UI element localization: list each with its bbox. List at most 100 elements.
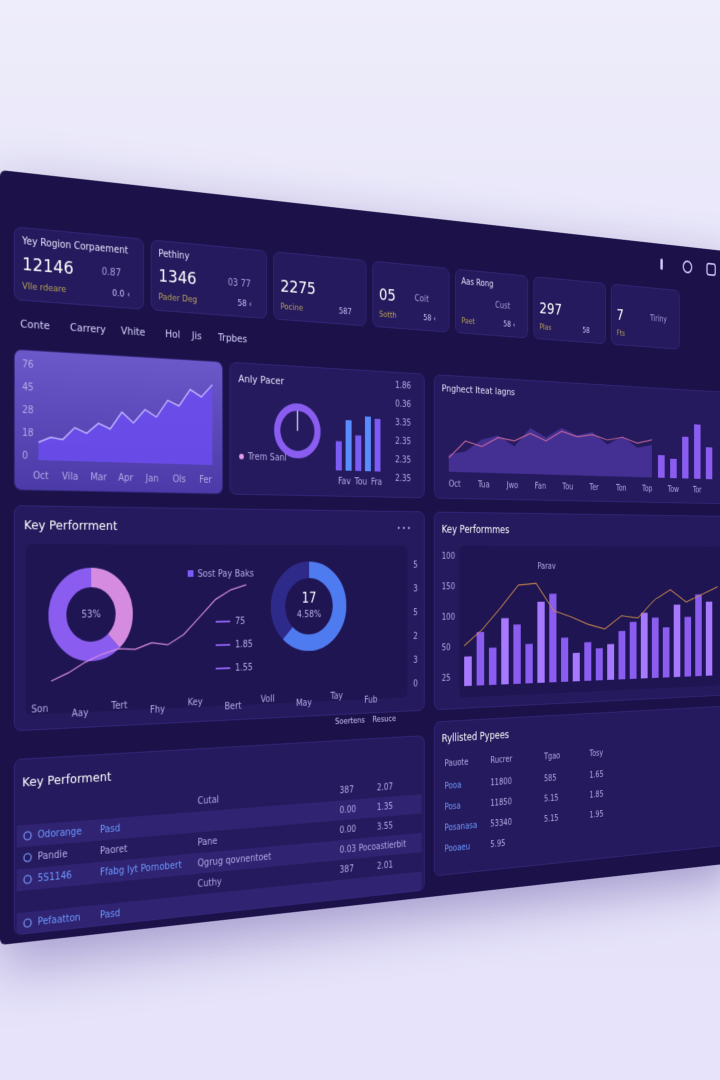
bar xyxy=(695,594,702,677)
row-bg xyxy=(16,871,422,935)
cell: Posa xyxy=(445,801,461,812)
card-value: 297 xyxy=(539,299,562,320)
x-tick-label: Tert xyxy=(110,700,127,712)
cell: 53340 xyxy=(490,818,512,830)
column-header: Rucrer xyxy=(490,755,512,766)
panel-title: Anly Pacer xyxy=(238,372,285,388)
x-tick-label: Ton xyxy=(615,484,626,494)
project-panel-canvas: Oct Tua Jwo Fan Tou Ter Ton Top Tow Tor xyxy=(435,423,713,495)
button[interactable]: Soertens xyxy=(335,716,365,727)
cell: Pandie xyxy=(38,849,68,863)
icon xyxy=(683,261,691,273)
y-tick-label: 2 xyxy=(413,632,418,642)
bar xyxy=(464,656,472,687)
column-header: Tosy xyxy=(589,749,604,759)
more-dot xyxy=(397,526,400,530)
cell: Cuthy xyxy=(198,877,222,890)
y-tick-label: 3 xyxy=(413,584,418,594)
y-tick-label: 1.86 xyxy=(395,381,411,392)
donut-value: 17 xyxy=(302,591,317,606)
bar xyxy=(488,647,497,686)
bar xyxy=(682,436,689,479)
legend-swatch xyxy=(187,570,194,577)
bar xyxy=(501,618,509,685)
y-tick-label: 25 xyxy=(442,673,451,683)
bar xyxy=(537,601,545,683)
x-tick-label: Tua xyxy=(477,480,489,490)
button[interactable]: Resuce xyxy=(372,714,397,725)
pacer-panel: Trem Sanl Fav Tou Fra 1.86 0.36 3.35 2.35 2.35 2.… xyxy=(229,361,425,499)
cell: 2.07 xyxy=(377,782,393,793)
table-panel-canvas: Pauote Rucrer Tgao Tosy Pooa 11800 585 1.65 Posa… xyxy=(445,749,604,855)
card-side: 0.87 xyxy=(101,266,122,280)
cell: 5.15 xyxy=(544,814,559,825)
legend-dot xyxy=(239,453,244,460)
y-tick-label: 3 xyxy=(413,655,418,665)
card-value: 1346 xyxy=(158,265,197,290)
bar xyxy=(629,621,637,680)
bar xyxy=(525,643,533,684)
bar xyxy=(335,441,342,471)
bar xyxy=(595,648,603,681)
icon xyxy=(660,258,663,271)
x-tick-label: Tay xyxy=(330,691,343,702)
area-chart: 76 45 28 18 0 Oct Vila Mar Apr Jan Ols Fer xyxy=(13,348,223,495)
more-dot xyxy=(407,526,410,530)
tab: Carrery xyxy=(69,320,106,336)
cell: 387 xyxy=(340,864,354,876)
x-tick-label: Jan xyxy=(145,473,159,484)
project-panel: Oct Tua Jwo Fan Tou Ter Ton Top Tow Tor Pnghect It… xyxy=(433,374,720,505)
column-header: Tgao xyxy=(543,751,560,762)
cell: 5S1146 xyxy=(38,870,72,884)
y-tick-label: 5 xyxy=(413,608,418,618)
bar xyxy=(572,652,580,682)
pacer-panel-canvas: Trem Sanl Fav Tou Fra 1.86 0.36 3.35 2.35 2.35 2.… xyxy=(239,381,411,488)
x-tick-label: Apr xyxy=(118,473,133,484)
column-header: Pauote xyxy=(445,758,469,770)
row-bg xyxy=(16,832,422,892)
x-tick-label: Aay xyxy=(72,708,89,720)
x-tick-label: Son xyxy=(31,704,48,716)
cell: Odorange xyxy=(38,826,82,841)
tab: Vhite xyxy=(120,324,146,339)
cell: 2.01 xyxy=(377,860,393,872)
card-note: Plas xyxy=(539,323,552,333)
cell: 585 xyxy=(544,774,557,785)
y-tick-label: 50 xyxy=(442,643,451,653)
cell: Pooa xyxy=(445,781,462,792)
dashboard: Yey Rogion Corpaement 12146 0.87 Vlle rdear… xyxy=(0,170,720,945)
bar xyxy=(640,612,648,679)
bar xyxy=(513,624,521,684)
cell: 11800 xyxy=(490,777,512,788)
card-value: 7 xyxy=(616,306,624,325)
bar xyxy=(705,447,713,480)
card-chip: 58 ‹ xyxy=(503,320,516,330)
area-fill xyxy=(38,375,213,466)
table-panel: Pauote Rucrer Tgao Tosy Pooa 11800 585 1.65 Posa… xyxy=(433,705,720,877)
cell: 1.65 xyxy=(589,770,603,780)
bar xyxy=(374,418,381,472)
area-fill xyxy=(448,423,652,478)
bar xyxy=(364,416,371,472)
bar xyxy=(673,604,681,678)
y-tick-label: 0.36 xyxy=(395,399,411,410)
donut-label: 4.58% xyxy=(297,610,321,621)
card-note: Fts xyxy=(616,329,625,339)
card-chip: 58 xyxy=(582,326,590,336)
x-tick-label: Tow xyxy=(667,485,679,494)
cell: Pooaeu xyxy=(445,842,470,854)
y-tick-label: 45 xyxy=(22,382,34,394)
cell: 11850 xyxy=(490,797,512,809)
card-side: Cust xyxy=(495,300,511,312)
x-tick-label: May xyxy=(296,698,312,709)
performance-panel: 53% Sost Pay Baks 75 1.85 1.55 17 4.58% 5 3 5 2 3 0 S… xyxy=(13,505,425,732)
bar xyxy=(684,616,692,677)
card-note: Pocine xyxy=(280,302,304,314)
y-tick-label: 100 xyxy=(442,552,455,562)
card-value: 2275 xyxy=(280,276,316,299)
y-tick-label: 0 xyxy=(22,451,28,462)
tab: Conte xyxy=(20,317,50,333)
legend-label: Trem Sanl xyxy=(247,452,287,464)
y-tick-label: 150 xyxy=(442,582,455,592)
x-tick-label: Ter xyxy=(589,483,599,493)
